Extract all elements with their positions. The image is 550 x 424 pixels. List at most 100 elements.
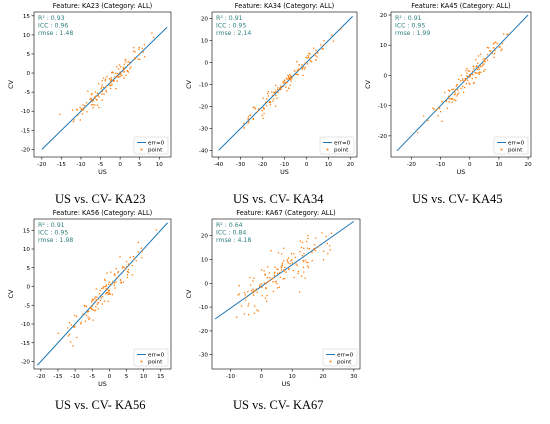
x-axis-label: US bbox=[282, 380, 291, 388]
scatter-point bbox=[127, 268, 130, 271]
scatter-point bbox=[112, 281, 114, 283]
stats-text: ICC : 0.96 bbox=[38, 23, 68, 30]
scatter-point bbox=[329, 248, 332, 251]
scatter-point bbox=[111, 83, 113, 86]
scatter-point bbox=[487, 47, 490, 49]
y-axis-label: CV bbox=[185, 289, 193, 298]
scatter-point bbox=[107, 292, 109, 294]
scatter-point bbox=[252, 106, 254, 109]
scatter-point bbox=[274, 91, 276, 94]
y-axis-label: CV bbox=[7, 289, 15, 298]
scatter-point bbox=[303, 260, 305, 263]
legend-point-swatch bbox=[500, 148, 503, 151]
legend-point-label: point bbox=[337, 360, 352, 366]
scatter-point bbox=[90, 93, 93, 96]
x-tick-label: -10 bbox=[71, 374, 81, 380]
scatter-point bbox=[501, 42, 504, 45]
scatter-point bbox=[307, 56, 310, 58]
scatter-point bbox=[303, 252, 305, 255]
scatter-point bbox=[274, 90, 277, 92]
scatter-point bbox=[101, 295, 104, 298]
scatter-point bbox=[249, 276, 251, 279]
scatter-point bbox=[330, 34, 333, 36]
scatter-point bbox=[265, 283, 267, 285]
scatter-point bbox=[303, 68, 306, 70]
scatter-point bbox=[286, 260, 289, 263]
legend-point-swatch bbox=[326, 148, 329, 151]
scatter-point bbox=[125, 61, 127, 63]
caption-ka34: US vs. CV- KA34 bbox=[233, 192, 324, 206]
scatter-point bbox=[328, 245, 331, 247]
scatter-point bbox=[116, 65, 118, 68]
scatter-point bbox=[295, 263, 297, 265]
scatter-point bbox=[268, 272, 271, 274]
scatter-point bbox=[271, 278, 273, 280]
scatter-point bbox=[277, 252, 280, 254]
scatter-point bbox=[495, 41, 497, 43]
x-tick-label: -20 bbox=[36, 374, 46, 380]
scatter-point bbox=[291, 262, 294, 264]
scatter-point bbox=[91, 308, 93, 311]
scatter-point bbox=[314, 237, 317, 239]
scatter-point bbox=[477, 55, 480, 57]
scatter-point bbox=[267, 90, 270, 93]
stats-text: R² : 0.91 bbox=[38, 222, 65, 229]
scatter-point bbox=[133, 50, 135, 52]
scatter-point bbox=[273, 98, 275, 100]
scatter-point bbox=[92, 106, 94, 109]
scatter-point bbox=[101, 90, 103, 93]
scatter-point bbox=[291, 259, 293, 261]
scatter-point bbox=[303, 247, 305, 250]
scatter-point bbox=[283, 277, 286, 280]
chart-title: Feature: KA34 (Category: ALL) bbox=[235, 2, 334, 10]
scatter-point bbox=[129, 67, 131, 70]
stats-text: rmse : 1.98 bbox=[38, 237, 73, 244]
scatter-point bbox=[133, 258, 135, 260]
scatter-point bbox=[102, 287, 105, 289]
scatter-point bbox=[244, 294, 246, 296]
scatter-point bbox=[277, 87, 279, 89]
scatter-point bbox=[127, 71, 130, 73]
scatter-point bbox=[280, 266, 283, 268]
scatter-point bbox=[105, 85, 108, 88]
scatter-point bbox=[279, 271, 281, 274]
scatter-point bbox=[298, 291, 301, 293]
scatter-point bbox=[302, 259, 304, 262]
scatter-point bbox=[313, 247, 316, 250]
y-tick-label: 20 bbox=[201, 234, 209, 240]
scatter-point bbox=[269, 277, 271, 279]
scatter-point bbox=[274, 105, 277, 107]
scatter-point bbox=[261, 295, 264, 297]
scatter-point bbox=[71, 109, 74, 111]
scatter-point bbox=[454, 91, 456, 93]
scatter-point bbox=[250, 289, 253, 292]
scatter-point bbox=[122, 67, 125, 70]
scatter-point bbox=[321, 232, 323, 234]
scatter-point bbox=[265, 300, 268, 302]
scatter-point bbox=[296, 264, 298, 267]
scatter-point bbox=[87, 310, 90, 312]
plot-frame bbox=[33, 218, 172, 370]
scatter-point bbox=[253, 106, 256, 109]
scatter-point bbox=[448, 97, 451, 100]
y-tick-label: 20 bbox=[380, 13, 388, 19]
scatter-point bbox=[301, 241, 304, 244]
scatter-point bbox=[446, 107, 449, 109]
scatter-point bbox=[317, 245, 319, 248]
scatter-point bbox=[270, 249, 272, 252]
scatter-point bbox=[306, 264, 309, 267]
scatter-point bbox=[151, 32, 153, 34]
scatter-point bbox=[289, 75, 292, 77]
scatter-point bbox=[279, 276, 282, 279]
y-tick-label: 0 bbox=[26, 71, 30, 77]
y-axis-label: CV bbox=[185, 79, 193, 88]
chart-4: Feature: KA67 (Category: ALL) -10 0 10 20 30 -… bbox=[185, 209, 361, 388]
scatter-point bbox=[461, 77, 464, 80]
stats-text: rmse : 1.99 bbox=[395, 30, 430, 37]
scatter-point bbox=[305, 240, 308, 243]
scatter-point bbox=[427, 119, 429, 122]
scatter-point bbox=[240, 305, 243, 307]
caption-ka56: US vs. CV- KA56 bbox=[55, 398, 146, 412]
scatter-point bbox=[261, 286, 263, 288]
scatter-point bbox=[252, 117, 255, 120]
